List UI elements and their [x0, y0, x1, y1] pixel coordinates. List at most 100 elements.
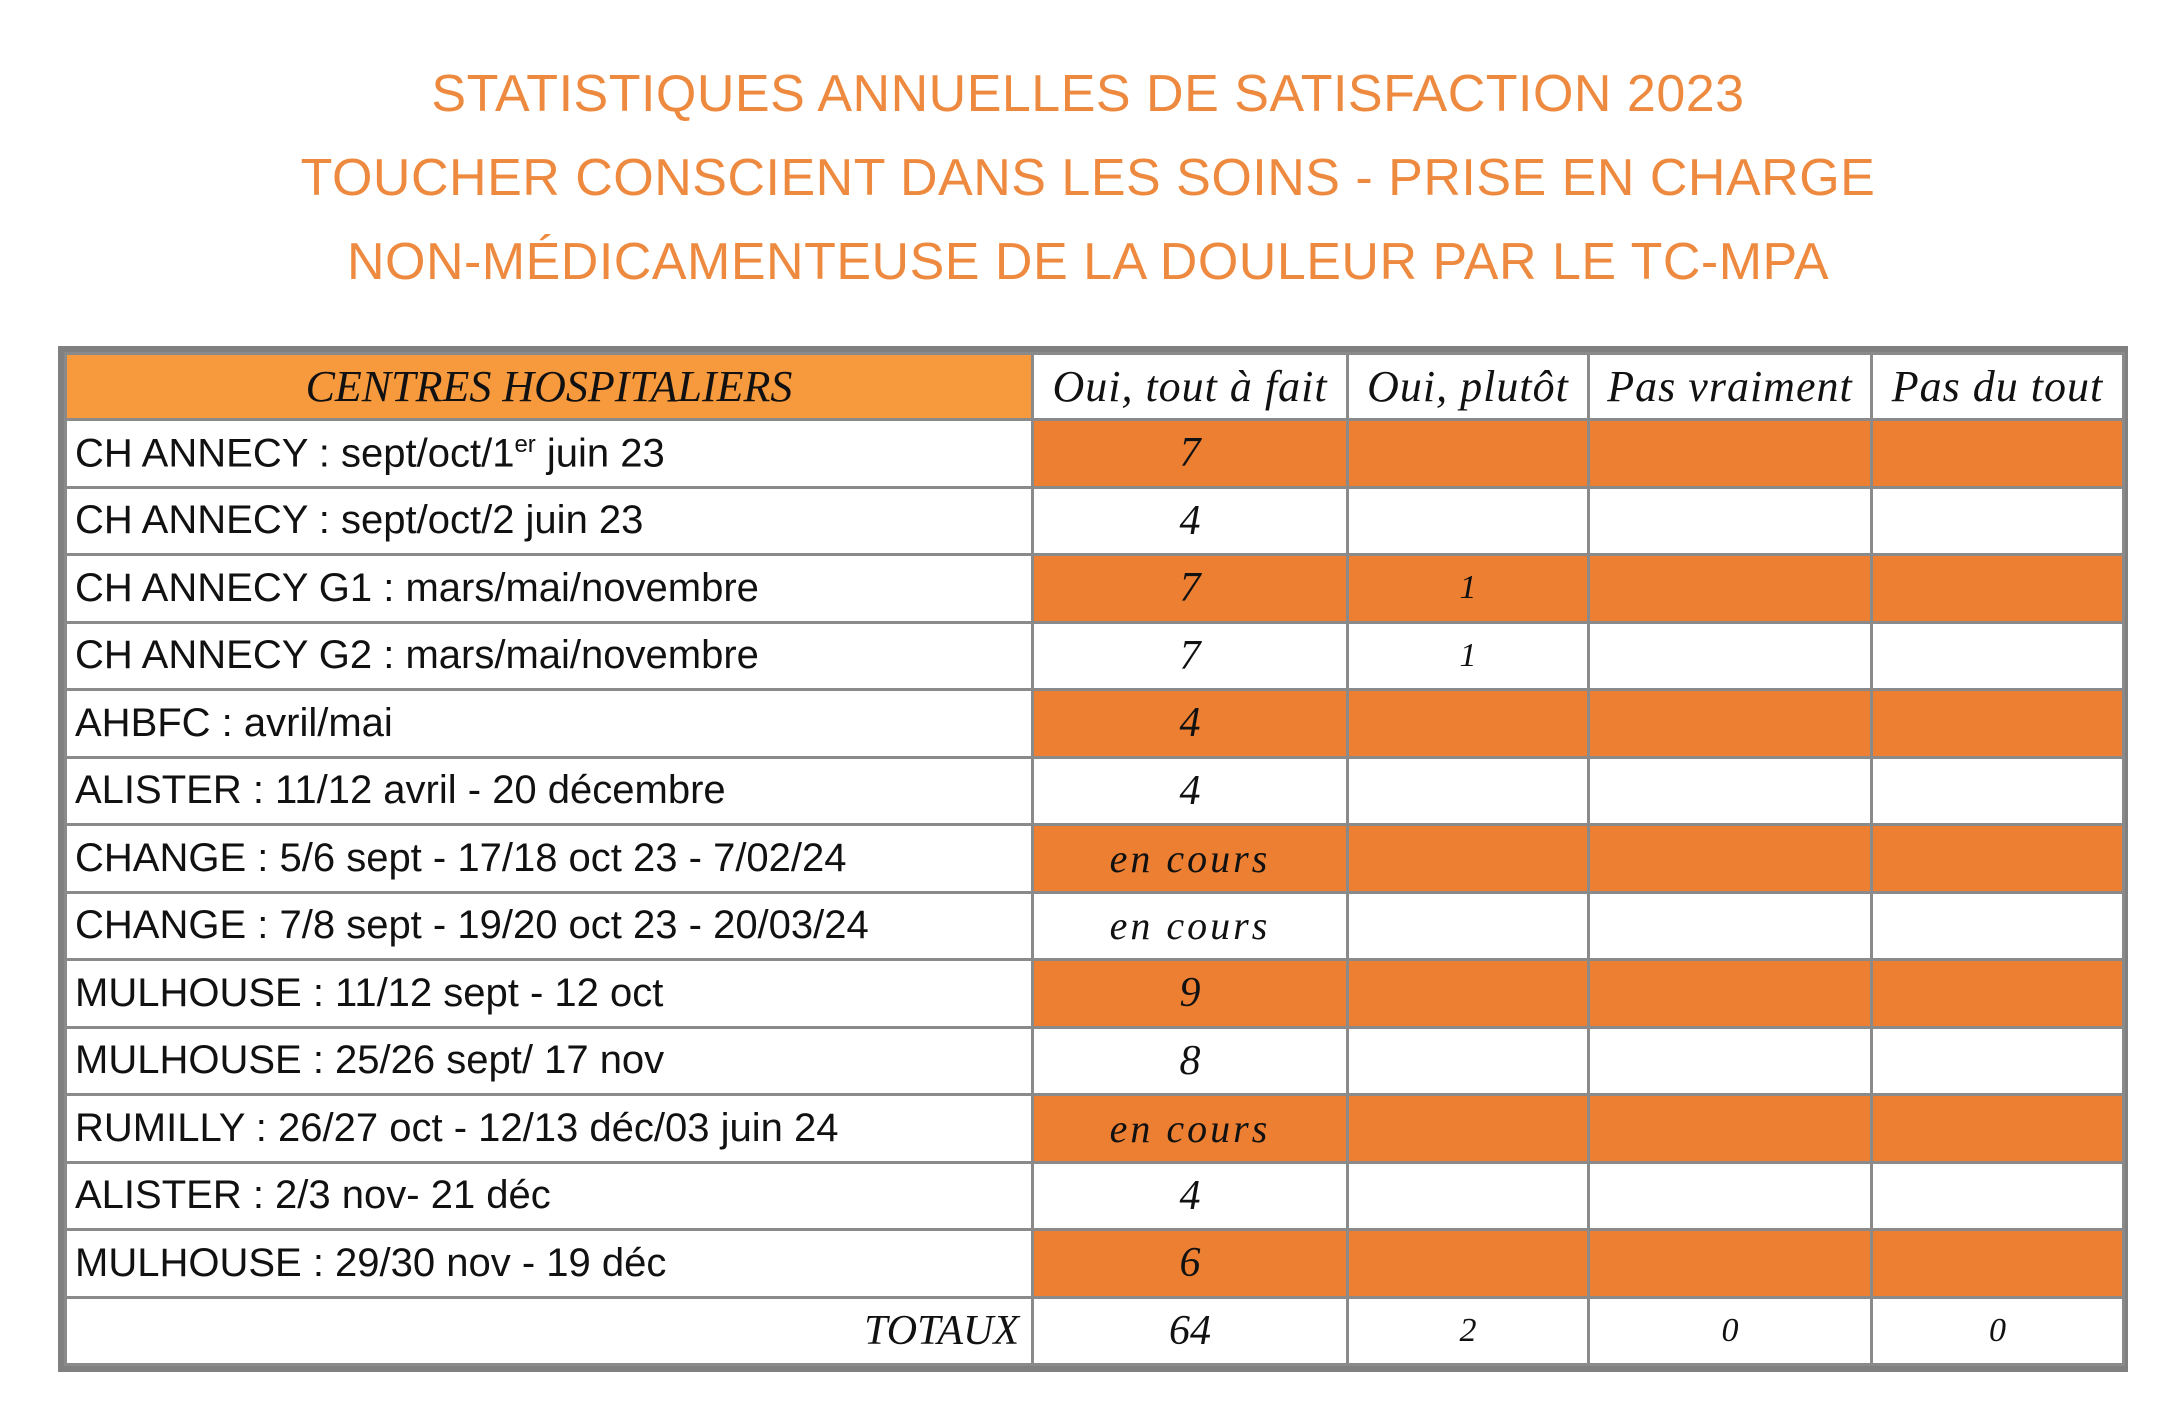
table-row: ALISTER : 2/3 nov- 21 déc 4 — [64, 1160, 2125, 1231]
header-pas-du-tout: Pas du tout — [1870, 352, 2125, 421]
centre-name-cell: MULHOUSE : 25/26 sept/ 17 nov — [64, 1025, 1034, 1096]
centre-name-cell: CH ANNECY G1 : mars/mai/novembre — [64, 553, 1034, 624]
value-cell — [1587, 1160, 1873, 1231]
header-centres: CENTRES HOSPITALIERS — [64, 352, 1034, 421]
value-cell: en cours — [1031, 1093, 1349, 1164]
table-row: MULHOUSE : 29/30 nov - 19 déc 6 — [64, 1228, 2125, 1299]
table-row: CHANGE : 5/6 sept - 17/18 oct 23 - 7/02/… — [64, 823, 2125, 894]
value-cell — [1587, 958, 1873, 1029]
value-cell: 7 — [1031, 418, 1349, 489]
value-cell: en cours — [1031, 890, 1349, 961]
centre-name: ALISTER : 2/3 nov- 21 déc — [75, 1173, 551, 1218]
value-cell — [1346, 1025, 1590, 1096]
centre-name: CH ANNECY G1 : mars/mai/novembre — [75, 565, 759, 610]
centre-name-cell: CH ANNECY G2 : mars/mai/novembre — [64, 620, 1034, 691]
value-cell: 7 — [1031, 553, 1349, 624]
value-cell — [1587, 688, 1873, 759]
total-value-cell: 0 — [1870, 1295, 2125, 1366]
title-line-1: STATISTIQUES ANNUELLES DE SATISFACTION 2… — [431, 65, 1745, 123]
value-cell: 4 — [1031, 1160, 1349, 1231]
satisfaction-table: CENTRES HOSPITALIERS Oui, tout à fait Ou… — [64, 352, 2125, 1366]
value-cell — [1587, 1093, 1873, 1164]
centre-name: MULHOUSE : 11/12 sept - 12 oct — [75, 970, 664, 1015]
value-cell — [1346, 823, 1590, 894]
header-oui-plutot: Oui, plutôt — [1346, 352, 1590, 421]
centre-name: CH ANNECY : sept/oct/1 — [75, 430, 515, 475]
value-cell — [1346, 890, 1590, 961]
centre-name-cell: CH ANNECY : sept/oct/2 juin 23 — [64, 485, 1034, 556]
centre-name-cell: ALISTER : 11/12 avril - 20 décembre — [64, 755, 1034, 826]
table-row: MULHOUSE : 25/26 sept/ 17 nov 8 — [64, 1025, 2125, 1096]
total-value-cell: 0 — [1587, 1295, 1873, 1366]
table-row: RUMILLY : 26/27 oct - 12/13 déc/03 juin … — [64, 1093, 2125, 1164]
title-line-2: TOUCHER CONSCIENT DANS LES SOINS - PRISE… — [300, 149, 1876, 207]
value-cell — [1870, 1093, 2125, 1164]
value-cell — [1346, 688, 1590, 759]
value-cell — [1587, 1025, 1873, 1096]
centre-name-cell: MULHOUSE : 11/12 sept - 12 oct — [64, 958, 1034, 1029]
table-body: CH ANNECY : sept/oct/1er juin 23 7 CH ANNE… — [64, 418, 2125, 1366]
centre-name: ALISTER : 11/12 avril - 20 décembre — [75, 768, 726, 813]
value-cell — [1587, 755, 1873, 826]
value-cell — [1587, 620, 1873, 691]
value-cell — [1346, 418, 1590, 489]
centre-name-cell: ALISTER : 2/3 nov- 21 déc — [64, 1160, 1034, 1231]
value-cell — [1587, 418, 1873, 489]
satisfaction-table-frame: CENTRES HOSPITALIERS Oui, tout à fait Ou… — [58, 346, 2128, 1372]
total-value-cell: 2 — [1346, 1295, 1590, 1366]
value-cell: 4 — [1031, 485, 1349, 556]
table-row: CHANGE : 7/8 sept - 19/20 oct 23 - 20/03… — [64, 890, 2125, 961]
value-cell: en cours — [1031, 823, 1349, 894]
value-cell — [1870, 890, 2125, 961]
value-cell — [1870, 823, 2125, 894]
centre-name: AHBFC : avril/mai — [75, 700, 393, 745]
table-row: ALISTER : 11/12 avril - 20 décembre 4 — [64, 755, 2125, 826]
value-cell — [1346, 755, 1590, 826]
value-cell — [1346, 1160, 1590, 1231]
value-cell — [1587, 553, 1873, 624]
total-value-cell: 64 — [1031, 1295, 1349, 1366]
value-cell — [1870, 1025, 2125, 1096]
table-row: CH ANNECY G1 : mars/mai/novembre 7 1 — [64, 553, 2125, 624]
value-cell — [1870, 1160, 2125, 1231]
centre-name: CHANGE : 5/6 sept - 17/18 oct 23 - 7/02/… — [75, 835, 847, 880]
table-row: CH ANNECY G2 : mars/mai/novembre 7 1 — [64, 620, 2125, 691]
value-cell: 9 — [1031, 958, 1349, 1029]
value-cell — [1346, 1093, 1590, 1164]
value-cell — [1346, 1228, 1590, 1299]
value-cell — [1346, 485, 1590, 556]
header-pas-vraiment: Pas vraiment — [1587, 352, 1873, 421]
table-row: AHBFC : avril/mai 4 — [64, 688, 2125, 759]
value-cell: 1 — [1346, 620, 1590, 691]
title-line-3: NON-MÉDICAMENTEUSE DE LA DOULEUR PAR LE … — [346, 233, 1830, 291]
centre-name-cell: AHBFC : avril/mai — [64, 688, 1034, 759]
value-cell — [1870, 755, 2125, 826]
value-cell — [1870, 688, 2125, 759]
value-cell: 1 — [1346, 553, 1590, 624]
centre-name: CH ANNECY G2 : mars/mai/novembre — [75, 633, 759, 678]
value-cell — [1587, 485, 1873, 556]
centre-name-cell: CHANGE : 5/6 sept - 17/18 oct 23 - 7/02/… — [64, 823, 1034, 894]
value-cell — [1870, 958, 2125, 1029]
centre-name-cell: CHANGE : 7/8 sept - 19/20 oct 23 - 20/03… — [64, 890, 1034, 961]
table-row: MULHOUSE : 11/12 sept - 12 oct 9 — [64, 958, 2125, 1029]
value-cell — [1870, 620, 2125, 691]
value-cell — [1870, 553, 2125, 624]
value-cell: 8 — [1031, 1025, 1349, 1096]
value-cell: 7 — [1031, 620, 1349, 691]
centre-name: CHANGE : 7/8 sept - 19/20 oct 23 - 20/03… — [75, 903, 869, 948]
value-cell — [1870, 418, 2125, 489]
centre-name: RUMILLY : 26/27 oct - 12/13 déc/03 juin … — [75, 1105, 839, 1150]
centre-name-tail: juin 23 — [535, 430, 665, 475]
document-title: STATISTIQUES ANNUELLES DE SATISFACTION 2… — [0, 52, 2176, 304]
header-oui-tout-a-fait: Oui, tout à fait — [1031, 352, 1349, 421]
value-cell — [1587, 890, 1873, 961]
value-cell — [1346, 958, 1590, 1029]
table-row: CH ANNECY : sept/oct/2 juin 23 4 — [64, 485, 2125, 556]
value-cell — [1870, 1228, 2125, 1299]
centre-name: CH ANNECY : sept/oct/2 juin 23 — [75, 498, 644, 543]
centre-name-cell: CH ANNECY : sept/oct/1er juin 23 — [64, 418, 1034, 489]
value-cell: 4 — [1031, 688, 1349, 759]
centre-name: MULHOUSE : 29/30 nov - 19 déc — [75, 1240, 667, 1285]
centre-name-cell: RUMILLY : 26/27 oct - 12/13 déc/03 juin … — [64, 1093, 1034, 1164]
